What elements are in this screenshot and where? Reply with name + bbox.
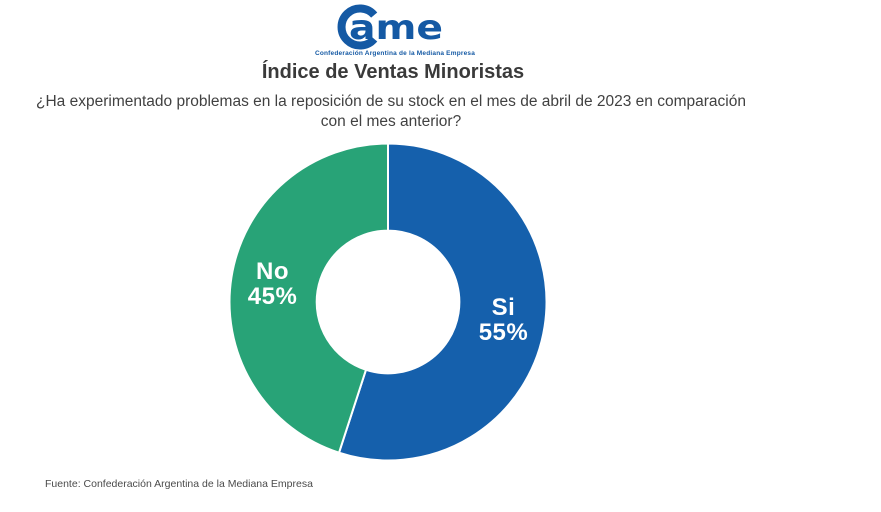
donut-chart: Si 55% No 45% (228, 142, 548, 462)
came-logo: ame (337, 2, 449, 50)
chart-question-line2: con el mes anterior? (320, 113, 462, 130)
page-title: Índice de Ventas Minoristas (261, 61, 525, 83)
donut-chart-svg (228, 142, 548, 462)
chart-question-line1: ¿Ha experimentado problemas en la reposi… (36, 93, 746, 110)
came-logo-c-ring (337, 4, 378, 50)
came-logo-subtext: Confederación Argentina de la Mediana Em… (314, 50, 476, 57)
came-logo-text: ame (349, 8, 443, 48)
donut-slice-no (228, 142, 389, 455)
source-note: Fuente: Confederación Argentina de la Me… (45, 478, 313, 490)
came-logo-svg: ame (337, 4, 443, 50)
chart-question: ¿Ha experimentado problemas en la reposi… (0, 92, 782, 132)
donut-slice-si (337, 142, 548, 462)
